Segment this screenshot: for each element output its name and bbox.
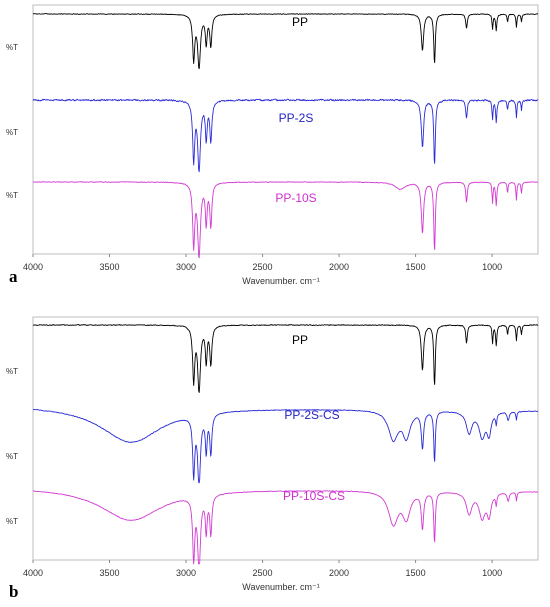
plot-frame (32, 4, 539, 255)
panel-b: 4000 3500 3000 2500 2000 1500 1000 Wavenumber. … (6, 316, 539, 601)
x-tick-label: 2500 (253, 568, 273, 578)
x-tick-label: 3000 (176, 262, 196, 272)
x-tick-label: 2500 (253, 262, 273, 272)
plot-frame (32, 316, 539, 561)
x-tick-label: 3500 (99, 568, 119, 578)
x-tick-label: 4000 (23, 262, 43, 272)
y-axis-label: %T (6, 452, 18, 461)
x-tick-label: 1500 (406, 262, 426, 272)
panel-letter: b (9, 582, 18, 601)
panel-letter: a (9, 267, 18, 286)
series-label-pp-2s: PP-2S (279, 111, 314, 125)
x-tick-label: 3500 (99, 262, 119, 272)
x-axis-label: Wavenumber. cm⁻¹ (242, 582, 319, 592)
series-line-pp-10s-cs (33, 490, 539, 565)
series-label-pp: PP (292, 15, 308, 29)
series-label-pp-10s-cs: PP-10S-CS (283, 489, 345, 503)
y-axis-label: %T (6, 191, 18, 200)
x-tick-label: 2000 (329, 262, 349, 272)
x-tick-label: 1000 (482, 568, 502, 578)
series-label-pp-2s-cs: PP-2S-CS (284, 408, 339, 422)
panel-a: 4000 3500 3000 2500 2000 1500 1000 Wavenumber. … (6, 4, 539, 286)
series-line-pp-10s (33, 181, 539, 259)
series-line-pp-2s (32, 98, 539, 173)
series-line-pp (32, 13, 539, 70)
y-axis-label: %T (6, 517, 18, 526)
series-line-pp (32, 324, 539, 393)
x-tick-label: 1500 (406, 568, 426, 578)
x-tick-label: 2000 (329, 568, 349, 578)
y-axis-label: %T (6, 367, 18, 376)
x-tick-label: 1000 (482, 262, 502, 272)
series-line-pp-2s-cs (32, 408, 539, 484)
series-label-pp: PP (292, 333, 308, 347)
x-tick-label: 4000 (23, 568, 43, 578)
y-axis-label: %T (6, 43, 18, 52)
y-axis-label: %T (6, 128, 18, 137)
x-tick-label: 3000 (176, 568, 196, 578)
x-axis-label: Wavenumber. cm⁻¹ (242, 276, 319, 286)
series-label-pp-10s: PP-10S (275, 191, 316, 205)
